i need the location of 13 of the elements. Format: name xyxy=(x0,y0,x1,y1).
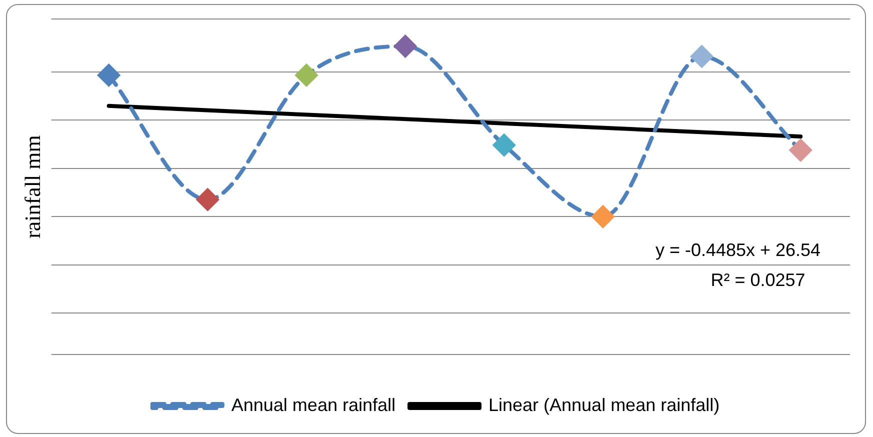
point xyxy=(592,206,614,228)
point xyxy=(98,64,120,86)
legend-label: Linear (Annual mean rainfall) xyxy=(488,394,720,415)
point xyxy=(690,45,713,68)
text: y = -0.4485x + 26.54 xyxy=(655,240,821,260)
point xyxy=(493,134,516,156)
point xyxy=(790,139,812,162)
point xyxy=(295,64,318,86)
y-axis-title: rainfall mm xyxy=(20,135,45,238)
point xyxy=(394,35,416,58)
legend-label: Annual mean rainfall xyxy=(231,394,396,415)
text: R² = 0.0257 xyxy=(710,270,806,290)
point xyxy=(196,188,219,211)
